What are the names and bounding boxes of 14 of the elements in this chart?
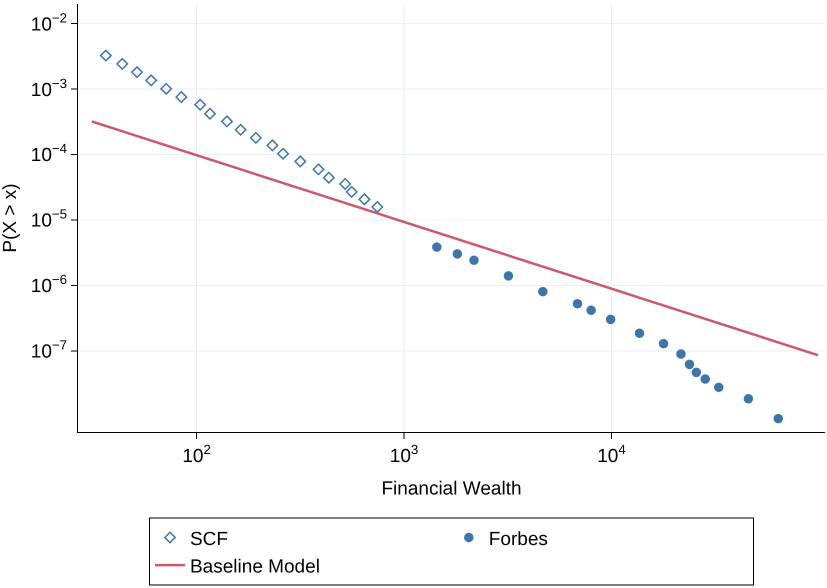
legend-label: Baseline Model bbox=[190, 556, 320, 578]
x-tick-label: 10$^{3}$ bbox=[390, 442, 418, 467]
x-tick-label: 10$^{2}$ bbox=[182, 442, 211, 467]
y-tick-label: 10$^{−7}$ bbox=[30, 338, 68, 362]
y-tick-label: 10$^{−2}$ bbox=[30, 10, 68, 36]
y-tick-label: 10$^{−6}$ bbox=[30, 272, 68, 298]
legend-label: Forbes bbox=[488, 528, 548, 550]
legend-label: SCF bbox=[190, 528, 228, 550]
x-axis-title: Financial Wealth bbox=[381, 478, 522, 500]
x-tick-label: 10$^{4}$ bbox=[597, 442, 626, 467]
y-axis-title: P(X > x) bbox=[0, 183, 21, 253]
y-tick-label: 10$^{−4}$ bbox=[30, 141, 68, 166]
y-tick-label: 10$^{−3}$ bbox=[30, 76, 68, 101]
y-tick-label: 10$^{−5}$ bbox=[30, 206, 68, 232]
